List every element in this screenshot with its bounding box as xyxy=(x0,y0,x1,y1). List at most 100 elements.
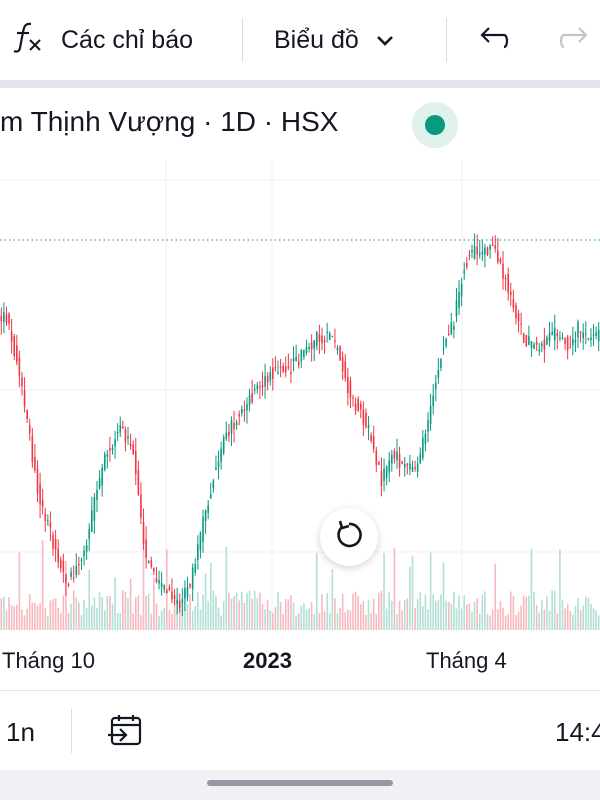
candle-body xyxy=(49,522,52,528)
undo-button[interactable] xyxy=(468,0,520,80)
chart-toolbar: Các chỉ báo Biểu đồ xyxy=(0,0,600,80)
candle-body xyxy=(468,255,471,257)
volume-bar xyxy=(509,591,512,630)
volume-bar xyxy=(504,615,507,630)
candle-body xyxy=(517,313,520,322)
candle-body xyxy=(380,471,383,486)
volume-bar xyxy=(597,615,600,630)
volume-bar xyxy=(168,610,171,630)
candle-body xyxy=(28,425,31,434)
volume-bar xyxy=(41,540,44,630)
volume-bar xyxy=(484,591,486,630)
candle-body xyxy=(551,332,553,335)
candle-body xyxy=(478,253,481,256)
chart-type-button[interactable]: Biểu đồ xyxy=(243,0,443,80)
volume-bar xyxy=(290,595,292,630)
time-label[interactable]: 14:4 xyxy=(555,717,600,747)
candle-body xyxy=(233,423,235,429)
volume-bar xyxy=(305,609,308,630)
volume-bar xyxy=(476,598,478,630)
x-axis-tick-label: Tháng 10 xyxy=(2,648,95,673)
volume-bar xyxy=(220,615,222,630)
candle-body xyxy=(72,577,75,579)
volume-bar xyxy=(587,597,590,630)
candle-body xyxy=(173,595,176,599)
volume-bar xyxy=(403,599,406,630)
volume-bar xyxy=(434,600,437,630)
volume-bar xyxy=(259,592,261,630)
candle-body xyxy=(8,313,10,324)
indicators-button[interactable]: Các chỉ báo xyxy=(0,0,230,80)
chevron-down-icon xyxy=(375,26,395,55)
reset-chart-button[interactable] xyxy=(320,508,378,566)
volume-bar xyxy=(109,596,111,630)
candle-body xyxy=(166,589,168,594)
candle-body xyxy=(246,404,248,411)
symbol-header[interactable]: m Thịnh Vượng · 1D · HSX xyxy=(0,88,600,158)
volume-bar xyxy=(406,598,409,630)
candle-body xyxy=(109,448,111,451)
volume-bar xyxy=(331,569,334,630)
volume-bar xyxy=(590,604,592,630)
volume-bar xyxy=(489,615,491,630)
candle-body xyxy=(194,564,197,573)
volume-bar xyxy=(91,605,93,630)
candle-body xyxy=(248,395,251,406)
candle-body xyxy=(481,251,484,254)
volume-bar xyxy=(72,590,75,630)
volume-bar xyxy=(535,604,538,630)
candle-body xyxy=(403,464,406,468)
volume-bar xyxy=(186,603,189,630)
candle-body xyxy=(13,336,16,356)
volume-bar xyxy=(16,604,18,630)
volume-bar xyxy=(323,611,326,630)
volume-bar xyxy=(129,578,132,630)
candle-body xyxy=(466,262,468,267)
volume-bar xyxy=(388,591,391,630)
candle-body xyxy=(489,245,491,250)
candle-body xyxy=(222,437,225,453)
volume-bar xyxy=(494,563,497,630)
candle-body xyxy=(414,467,416,469)
candle-body xyxy=(310,342,313,349)
candle-body xyxy=(507,273,509,293)
volume-bar xyxy=(124,591,127,630)
candle-body xyxy=(509,291,512,296)
home-gesture-bar[interactable] xyxy=(207,780,393,786)
volume-bar xyxy=(393,547,396,630)
bottom-toolbar: 1n 14:4 xyxy=(0,690,600,771)
candle-body xyxy=(101,467,103,486)
market-status-indicator[interactable] xyxy=(412,102,458,148)
volume-bar xyxy=(460,608,463,630)
candle-body xyxy=(209,494,212,499)
volume-bar xyxy=(26,608,28,630)
volume-bar xyxy=(49,600,52,630)
volume-bar xyxy=(556,612,559,630)
price-chart[interactable] xyxy=(0,160,600,636)
candle-body xyxy=(264,376,266,387)
candle-body xyxy=(96,490,98,500)
volume-bar xyxy=(533,591,535,630)
volume-bar xyxy=(279,601,282,630)
volume-bar xyxy=(372,598,375,630)
candle-body xyxy=(147,560,150,564)
volume-bar xyxy=(367,600,370,630)
volume-bar xyxy=(380,590,383,630)
candle-body xyxy=(574,339,577,343)
candle-body xyxy=(140,494,142,518)
interval-button[interactable]: 1n xyxy=(6,717,35,747)
volume-bar xyxy=(44,607,47,630)
candle-body xyxy=(199,532,202,551)
candle-body xyxy=(261,384,264,388)
redo-button[interactable] xyxy=(548,0,600,80)
chart-type-label: Biểu đồ xyxy=(274,25,359,54)
volume-bar xyxy=(222,601,225,630)
volume-bar xyxy=(122,590,124,630)
date-range-icon[interactable] xyxy=(106,713,144,754)
candle-body xyxy=(241,409,243,413)
volume-bar xyxy=(67,612,70,630)
candle-body xyxy=(279,366,282,368)
candle-body xyxy=(54,538,57,550)
volume-bar xyxy=(512,596,515,630)
candle-body xyxy=(352,397,354,399)
